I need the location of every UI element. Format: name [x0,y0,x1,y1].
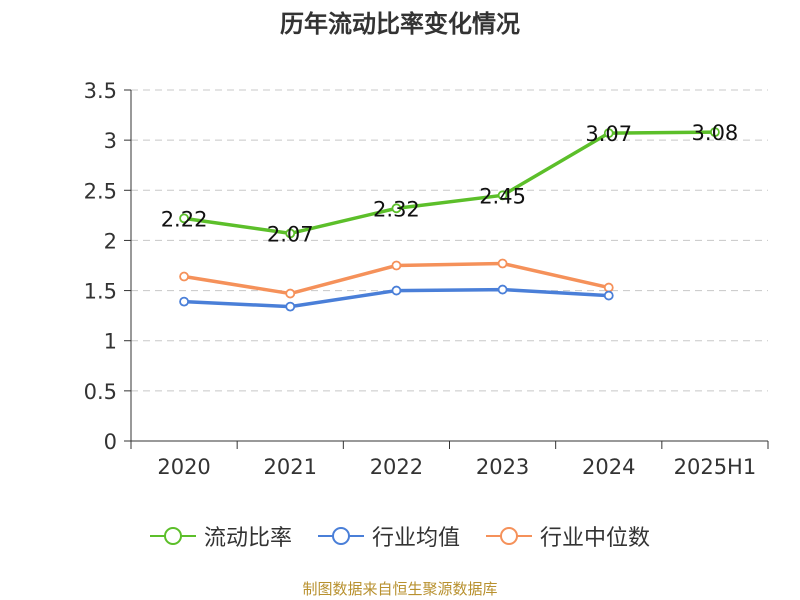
series-line [183,130,715,236]
data-label: 2.32 [373,197,420,221]
series-point[interactable] [710,127,720,138]
y-tick-label: 1.5 [84,280,117,304]
data-labels: 2.22 2.07 2.32 2.45 3.07 3.08 [161,121,739,246]
source-note: 制图数据来自恒生聚源数据库 [302,580,498,598]
legend-item-industry-mean[interactable]: 行业均值 [317,520,460,552]
y-tick-label: 3.5 [84,79,117,103]
series-lines [179,127,720,312]
legend-industry-median-marker-icon [486,527,532,545]
series-point[interactable] [285,288,296,299]
series-point[interactable] [179,296,189,307]
legend-industry-mean-marker-icon [317,527,364,545]
series-point[interactable] [179,213,189,224]
x-tick-label: 2020 [157,455,210,479]
legend-label-industry-median: 行业中位数 [540,526,651,551]
series-point[interactable] [603,128,614,139]
y-tick-label: 0 [104,430,117,454]
series-point[interactable] [391,203,402,214]
axes: 0 0.5 1 1.5 2 2.5 3 3.5 2020 2021 2022 2023 2024 2025… [84,79,769,479]
y-tick-label: 2.5 [84,179,117,203]
series-point[interactable] [497,190,508,201]
legend-current-ratio-marker-icon [149,527,196,545]
grid-lines [131,89,768,392]
data-label: 2.22 [161,207,208,231]
series-point[interactable] [391,260,402,271]
x-tick-label: 2022 [370,455,423,479]
legend-label-industry-mean: 行业均值 [371,526,460,551]
chart-title: 历年流动比率变化情况 [280,10,520,38]
legend-item-current-ratio[interactable]: 流动比率 [149,520,292,552]
series-point[interactable] [603,290,614,301]
data-label: 3.07 [585,122,632,146]
legend-item-industry-median[interactable]: 行业中位数 [486,520,650,552]
legend: 流动比率 行业均值 行业中位数 [0,520,800,552]
y-tick-label: 0.5 [84,380,117,404]
series-point[interactable] [603,282,614,293]
series-point[interactable] [497,258,508,269]
y-tick-label: 1 [104,330,117,354]
x-tick-label: 2021 [264,455,317,479]
x-tick-label: 2025H1 [674,455,757,479]
x-tick-label: 2023 [476,455,529,479]
data-label: 2.45 [479,184,526,208]
data-label: 2.07 [267,222,314,246]
series-point[interactable] [285,301,296,312]
series-point[interactable] [391,285,402,296]
x-tick-label: 2024 [582,455,635,479]
series-point[interactable] [285,228,296,239]
y-tick-label: 3 [104,129,117,153]
series-point[interactable] [497,284,508,295]
legend-label-current-ratio: 流动比率 [203,526,292,551]
y-tick-label: 2 [104,229,117,253]
data-label: 3.08 [692,121,739,145]
series-point[interactable] [179,271,189,282]
